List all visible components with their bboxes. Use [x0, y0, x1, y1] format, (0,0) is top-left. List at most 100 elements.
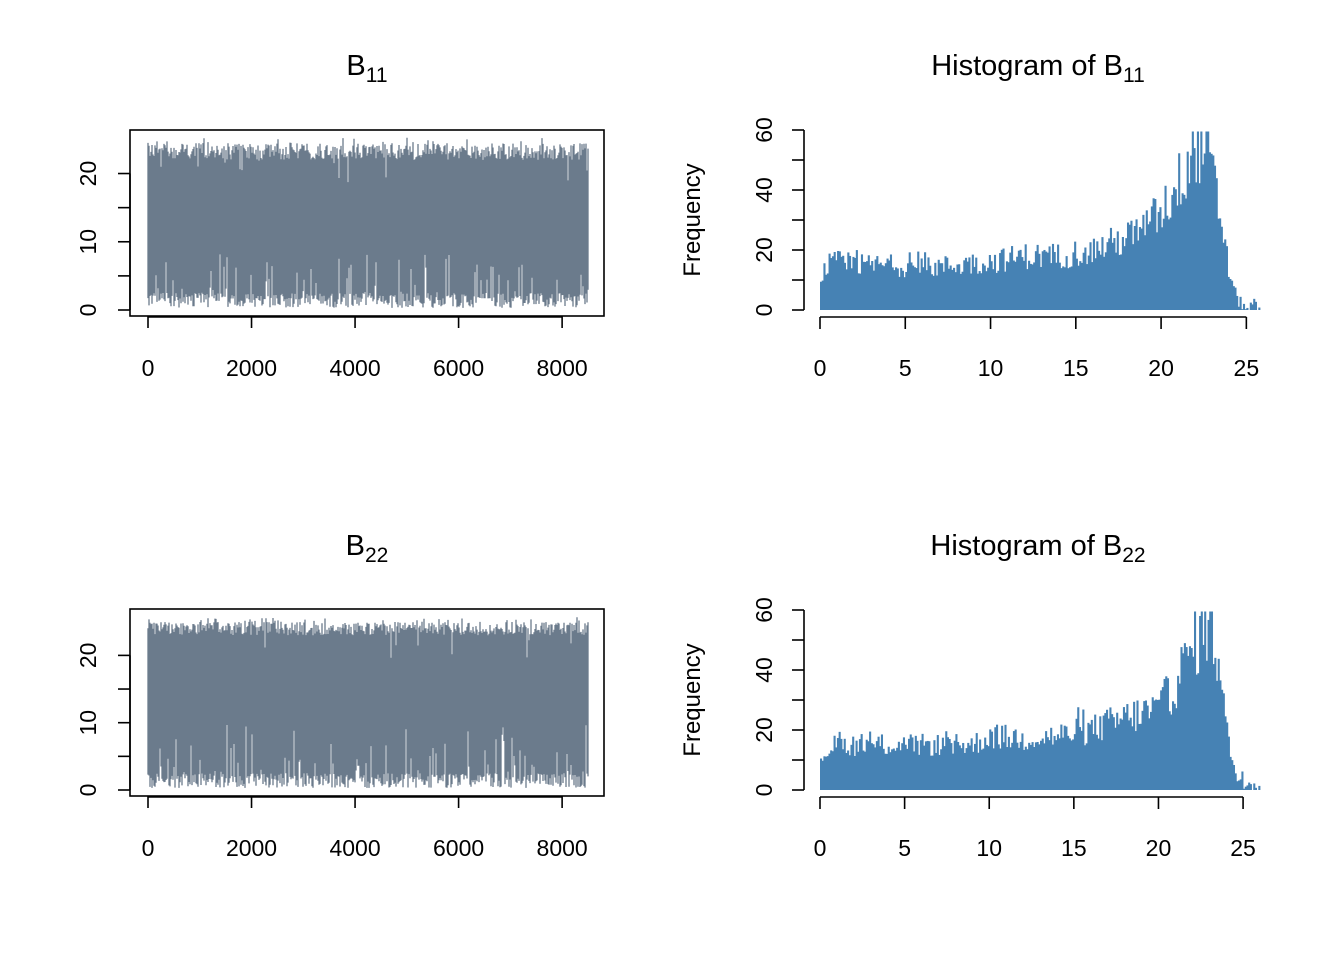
histogram-bar: [1197, 673, 1200, 790]
histogram-bar: [1102, 715, 1105, 790]
x-tick-label: 0: [814, 355, 827, 381]
histogram-bar: [1128, 224, 1131, 310]
histogram-bar: [901, 270, 904, 310]
histogram-bar: [1051, 744, 1054, 790]
histogram-bar: [1099, 254, 1102, 310]
histogram-bar: [963, 260, 966, 310]
histogram-bar: [1231, 760, 1234, 790]
histogram-bar: [924, 741, 928, 790]
histogram-bar: [1036, 741, 1039, 790]
histogram-bar: [1021, 257, 1024, 310]
y-tick-label: 0: [751, 784, 777, 797]
histogram-bar: [960, 748, 963, 790]
histogram-bar: [1048, 740, 1051, 790]
histogram-bar: [1072, 252, 1075, 310]
histogram-bar: [904, 744, 907, 790]
histogram-bar: [951, 269, 954, 310]
histogram-bar: [896, 747, 899, 790]
histogram-bar: [1084, 745, 1087, 790]
histogram-bar: [1232, 764, 1236, 790]
histogram-bar: [944, 256, 947, 310]
histogram-bar: [1237, 306, 1240, 310]
histogram-bar: [1253, 298, 1256, 310]
histogram-bar: [877, 264, 881, 310]
histogram-bar: [977, 752, 980, 790]
histogram-bar: [1055, 740, 1058, 790]
histogram-bar: [1253, 783, 1256, 790]
chart-title-main: B: [346, 50, 365, 82]
histogram-bar: [961, 271, 964, 310]
histogram-bar: [869, 265, 872, 310]
histogram-bar: [1153, 700, 1156, 790]
histogram-bar: [1031, 742, 1034, 790]
trace-series-line: [147, 617, 589, 788]
histogram-bar: [1166, 215, 1169, 310]
histogram-bar: [1219, 218, 1222, 310]
histogram-bar: [1159, 207, 1162, 310]
histogram-bar: [1148, 718, 1151, 790]
histogram-bar: [894, 750, 897, 790]
histogram-bar: [884, 263, 887, 310]
histogram-bar: [1128, 720, 1131, 790]
histogram-bar: [1195, 674, 1198, 790]
histogram-bar: [875, 741, 878, 790]
histogram-bar: [1043, 743, 1046, 790]
histogram-bar: [1108, 238, 1111, 310]
histogram-bar: [1174, 189, 1177, 310]
histogram-bar: [1200, 611, 1203, 790]
histogram-bar: [1203, 153, 1206, 310]
histogram-bar: [1205, 660, 1208, 790]
x-tick-label: 2000: [226, 355, 277, 381]
histogram-bar: [1138, 227, 1142, 310]
histogram-bar: [1089, 242, 1092, 310]
x-tick-label: 8000: [537, 355, 588, 381]
histogram-bar: [955, 734, 958, 790]
histogram-bar: [1079, 261, 1082, 310]
histogram-bar: [1058, 738, 1061, 790]
histogram-bar: [859, 273, 862, 310]
histogram-bar: [1238, 780, 1241, 790]
histogram-bar: [914, 735, 917, 790]
histogram-bar: [1145, 210, 1148, 310]
histogram-bar: [1157, 212, 1160, 310]
histogram-bar: [1125, 238, 1128, 310]
histogram-bar: [1016, 256, 1019, 310]
histogram-bar: [1168, 711, 1171, 790]
histogram-bar: [853, 755, 856, 790]
histogram-bar: [1101, 237, 1104, 310]
histogram-bar: [1170, 714, 1173, 790]
histogram-bar: [1143, 701, 1146, 790]
histogram-bar: [985, 271, 988, 310]
x-tick-label: 5: [899, 355, 912, 381]
chart-title-main: Histogram of B: [930, 530, 1122, 562]
histogram-bar: [906, 263, 910, 310]
y-tick-label: 20: [75, 643, 101, 669]
histogram-bar: [1002, 248, 1005, 310]
histogram-bar: [1183, 643, 1186, 790]
histogram-bar: [1113, 238, 1116, 310]
histogram-bar: [842, 749, 845, 790]
histogram-bar: [1135, 219, 1138, 310]
histogram-bar: [1164, 185, 1167, 310]
histogram-bar: [975, 733, 978, 790]
histogram-bar: [1021, 733, 1024, 790]
histogram-bar: [1063, 267, 1066, 310]
histogram-bar: [1194, 611, 1197, 790]
histogram-bar: [1033, 747, 1036, 790]
histogram-bar: [930, 274, 933, 310]
histogram-bar: [917, 251, 920, 310]
trace-plot-trace-b11: B11 0 2000 4000 6000 8000 0 10 20: [75, 50, 605, 381]
histogram-bar: [838, 251, 841, 310]
histogram-bar: [1048, 246, 1051, 310]
histogram-bar: [847, 750, 850, 790]
histogram-bar: [821, 760, 824, 790]
histogram-bar: [1185, 647, 1188, 790]
histogram-bar: [850, 744, 853, 790]
histogram-bar: [1217, 658, 1220, 790]
histogram-bar: [1144, 700, 1148, 790]
histogram-bar: [1176, 205, 1179, 310]
y-tick-label: 20: [751, 237, 777, 263]
histogram-bar: [852, 736, 855, 790]
histogram-bar: [1091, 262, 1094, 310]
